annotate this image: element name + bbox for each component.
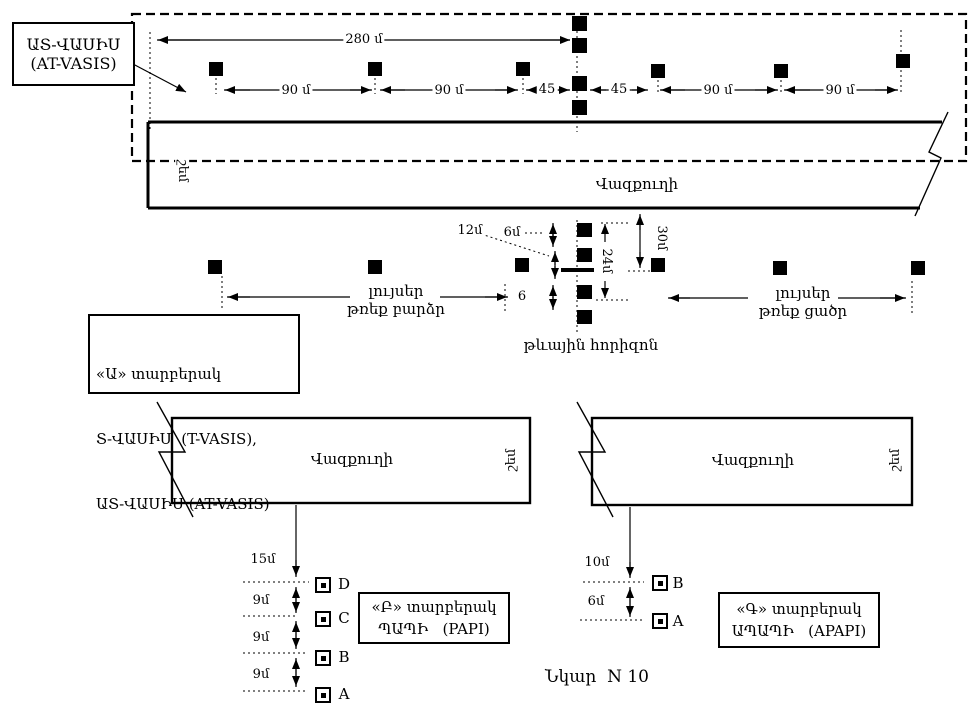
light-icon xyxy=(577,310,592,324)
light-icon xyxy=(572,76,587,91)
light-dot-icon xyxy=(320,692,326,698)
dim-label-6r: 6մ xyxy=(585,593,607,610)
light-icon xyxy=(572,100,587,115)
threshold-label-bottom-right: շեմ xyxy=(887,446,904,474)
dim-label-24: 24մ xyxy=(598,246,615,276)
dim-label-12: 12մ xyxy=(455,222,485,239)
threshold-label-top: շեմ xyxy=(174,157,191,185)
variant-g-line1: «Գ» տարբերակ xyxy=(736,599,862,618)
runway-bottom-right-outline xyxy=(590,416,914,507)
dim-label-6m: 6մ xyxy=(501,224,523,241)
light-label-b2: B xyxy=(670,573,686,592)
light-label-d: D xyxy=(335,574,353,593)
variant-a-line3: ԱՏ-ՎԱՍԻՍ (AT-VASIS) xyxy=(96,495,270,513)
papi-light-icon-d xyxy=(315,577,331,593)
light-icon xyxy=(774,64,788,78)
runway-bottom-left-outline xyxy=(170,416,532,505)
dim-label-90-3: 90 մ xyxy=(701,82,735,99)
light-label-a2: A xyxy=(670,611,686,630)
light-icon xyxy=(368,260,382,274)
dim-label-9b: 9մ xyxy=(250,629,272,646)
dim-label-15: 15մ xyxy=(248,551,278,568)
variant-b-line1: «Բ» տարբերակ xyxy=(371,597,497,616)
dim-label-6: 6 xyxy=(515,288,529,305)
dim-label-9c: 9մ xyxy=(250,666,272,683)
light-icon xyxy=(577,248,592,262)
light-label-a: A xyxy=(336,684,352,703)
dim-label-45-right: 45 xyxy=(608,81,630,98)
light-icon xyxy=(773,261,787,275)
light-icon xyxy=(208,260,222,274)
lights-fly-low-line2: թռեք ցածր xyxy=(756,301,850,320)
variant-b-legend-box: «Բ» տարբերակ ՊԱՊԻ (PAPI) xyxy=(358,592,510,644)
variant-b-line2: ՊԱՊԻ (PAPI) xyxy=(378,620,490,638)
runway-label-bottom-left: Վազքուղի xyxy=(308,449,396,468)
light-dot-icon xyxy=(320,582,326,588)
lights-fly-low-line1: լույսեր xyxy=(773,283,833,302)
signal-lights xyxy=(208,16,925,324)
light-icon xyxy=(516,62,530,76)
at-vasis-label-line2: (AT-VASIS) xyxy=(30,54,117,73)
dim-label-9a: 9մ xyxy=(250,592,272,609)
light-dot-icon xyxy=(320,655,326,661)
light-icon xyxy=(911,261,925,275)
dim-label-45-left: 45 xyxy=(536,81,558,98)
dim-label-30: 30մ xyxy=(653,223,670,253)
runway-top-outline xyxy=(146,111,949,217)
light-icon xyxy=(209,62,223,76)
light-icon xyxy=(577,285,592,299)
threshold-label-bottom-left: շեմ xyxy=(503,446,520,474)
variant-g-legend-box: «Գ» տարբերակ ԱՊԱՊԻ (APAPI) xyxy=(718,592,880,648)
figure-caption: Նկար N 10 xyxy=(545,667,649,687)
light-icon xyxy=(515,258,529,272)
light-icon xyxy=(651,64,665,78)
variant-a-legend-box: «Ա» տարբերակ Տ-ՎԱՍԻՍ (T-VASIS), ԱՏ-ՎԱՍԻՍ… xyxy=(88,314,300,513)
apapi-light-icon-b xyxy=(652,575,668,591)
reference-dotted-lines xyxy=(149,16,913,692)
light-icon xyxy=(896,54,910,68)
light-icon xyxy=(368,62,382,76)
dim-label-90-2: 90 մ xyxy=(432,82,466,99)
dim-label-10: 10մ xyxy=(582,554,612,571)
apapi-light-icon-a xyxy=(652,613,668,629)
papi-light-icon-b xyxy=(315,650,331,666)
at-vasis-label-line1: ԱՏ-ՎԱՍԻՍ xyxy=(26,35,121,54)
dim-label-90-4: 90 մ xyxy=(823,82,857,99)
light-icon xyxy=(572,38,587,53)
light-dot-icon xyxy=(657,580,663,586)
light-dot-icon xyxy=(657,618,663,624)
at-vasis-legend-box: ԱՏ-ՎԱՍԻՍ (AT-VASIS) xyxy=(12,22,135,86)
wing-bar-icon xyxy=(561,268,594,272)
light-icon xyxy=(572,16,587,31)
lights-fly-high-line2: թռեք բարձր xyxy=(345,299,447,318)
light-icon xyxy=(651,258,665,272)
dimension-arrows xyxy=(132,36,905,686)
light-label-c: C xyxy=(336,608,352,627)
variant-a-line1: «Ա» տարբերակ xyxy=(96,364,222,383)
variant-g-line2: ԱՊԱՊԻ (APAPI) xyxy=(731,622,867,640)
runway-label-top: Վազքուղի xyxy=(593,174,681,193)
wing-horizon-label: թևային հորիզոն xyxy=(521,335,661,354)
light-label-b: B xyxy=(336,647,352,666)
lights-fly-high-line1: լույսեր xyxy=(366,281,426,300)
papi-light-icon-a xyxy=(315,687,331,703)
papi-light-icon-c xyxy=(315,611,331,627)
dim-label-280: 280 մ xyxy=(343,31,385,48)
light-dot-icon xyxy=(320,616,326,622)
light-icon xyxy=(577,223,592,237)
runway-label-bottom-right: Վազքուղի xyxy=(709,450,797,469)
dim-label-90-1: 90 մ xyxy=(279,82,313,99)
variant-a-line2: Տ-ՎԱՍԻՍ (T-VASIS), xyxy=(96,429,257,448)
runway-break-marks xyxy=(156,401,614,518)
